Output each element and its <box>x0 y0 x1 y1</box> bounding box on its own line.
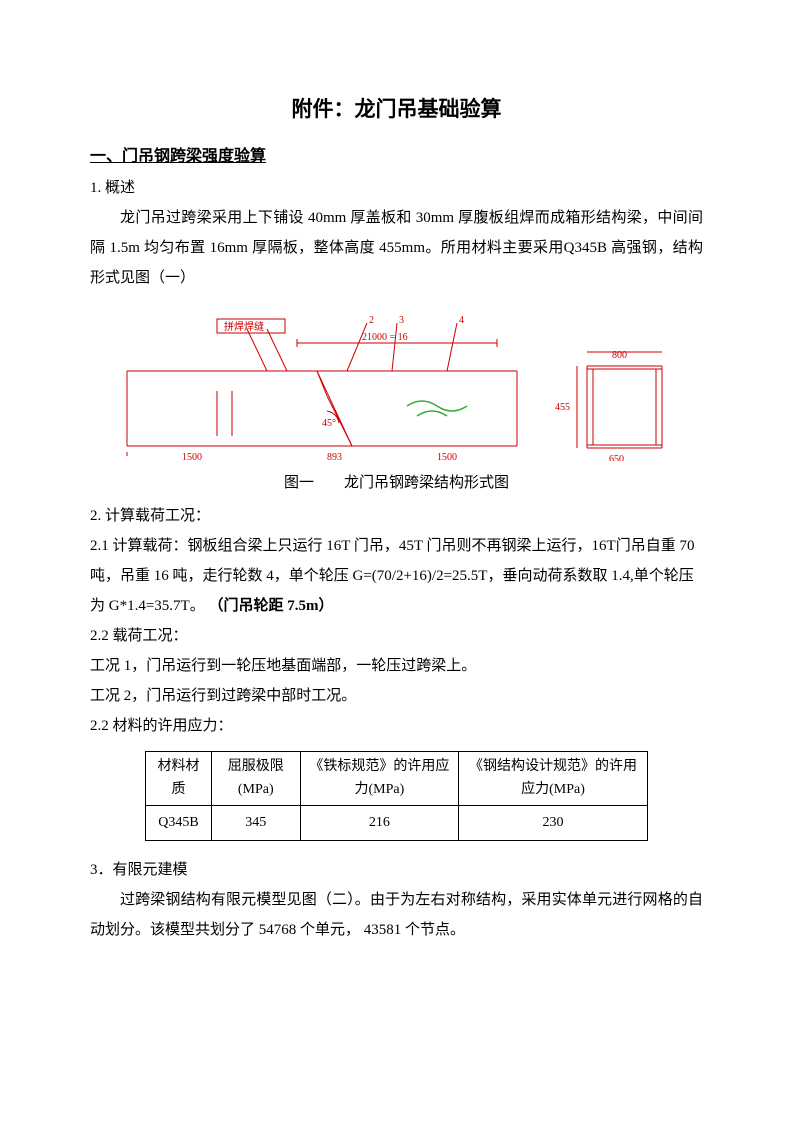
wheel-distance-bold: （门吊轮距 7.5m） <box>208 598 333 614</box>
svg-text:45°: 45° <box>322 418 336 429</box>
table-header-rail-spec: 《铁标规范》的许用应力(MPa) <box>300 752 459 806</box>
figure-1-container: 45°拼焊焊缝21000 = 1623415008931500800455650 <box>90 311 703 461</box>
table-row: Q345B 345 216 230 <box>146 806 648 841</box>
sub-2-load-cases: 2. 计算载荷工况： <box>90 501 703 531</box>
case-1: 工况 1，门吊运行到一轮压地基面端部，一轮压过跨梁上。 <box>90 651 703 681</box>
sub-2-2-load-condition: 2.2 载荷工况： <box>90 621 703 651</box>
sub-2-3-allowable-stress: 2.2 材料的许用应力： <box>90 711 703 741</box>
table-cell-yield: 345 <box>211 806 300 841</box>
svg-text:拼焊焊缝: 拼焊焊缝 <box>224 320 264 333</box>
svg-text:650: 650 <box>609 454 624 461</box>
material-stress-table: 材料材质 屈服极限(MPa) 《铁标规范》的许用应力(MPa) 《钢结构设计规范… <box>145 751 648 841</box>
svg-text:1500: 1500 <box>437 452 457 461</box>
load-calc-text: 2.1 计算载荷：钢板组合梁上只运行 16T 门吊，45T 门吊则不再钢梁上运行… <box>90 538 694 614</box>
table-row: 材料材质 屈服极限(MPa) 《铁标规范》的许用应力(MPa) 《钢结构设计规范… <box>146 752 648 806</box>
table-cell-rail: 216 <box>300 806 459 841</box>
table-header-yield: 屈服极限(MPa) <box>211 752 300 806</box>
table-cell-material: Q345B <box>146 806 212 841</box>
svg-text:893: 893 <box>327 452 342 461</box>
table-cell-steel: 230 <box>459 806 648 841</box>
figure-1-caption: 图一 龙门吊钢跨梁结构形式图 <box>90 469 703 498</box>
svg-text:2: 2 <box>369 315 374 326</box>
beam-structure-diagram: 45°拼焊焊缝21000 = 1623415008931500800455650 <box>117 311 677 461</box>
svg-text:1500: 1500 <box>182 452 202 461</box>
sub-3-fe-model: 3．有限元建模 <box>90 855 703 885</box>
svg-text:4: 4 <box>459 315 464 326</box>
case-2: 工况 2，门吊运行到过跨梁中部时工况。 <box>90 681 703 711</box>
sub-2-1-load-calc: 2.1 计算载荷：钢板组合梁上只运行 16T 门吊，45T 门吊则不再钢梁上运行… <box>90 531 703 621</box>
svg-text:21000 = 16: 21000 = 16 <box>362 332 408 343</box>
svg-text:3: 3 <box>399 315 404 326</box>
document-title: 附件：龙门吊基础验算 <box>90 90 703 130</box>
sub-1-overview: 1. 概述 <box>90 174 703 203</box>
table-header-material: 材料材质 <box>146 752 212 806</box>
para-overview: 龙门吊过跨梁采用上下铺设 40mm 厚盖板和 30mm 厚腹板组焊而成箱形结构梁… <box>90 203 703 293</box>
section-1-heading: 一、门吊钢跨梁强度验算 <box>90 142 703 172</box>
table-header-steel-spec: 《钢结构设计规范》的许用应力(MPa) <box>459 752 648 806</box>
svg-text:455: 455 <box>555 402 570 413</box>
para-fe-model: 过跨梁钢结构有限元模型见图（二）。由于为左右对称结构，采用实体单元进行网格的自动… <box>90 885 703 945</box>
